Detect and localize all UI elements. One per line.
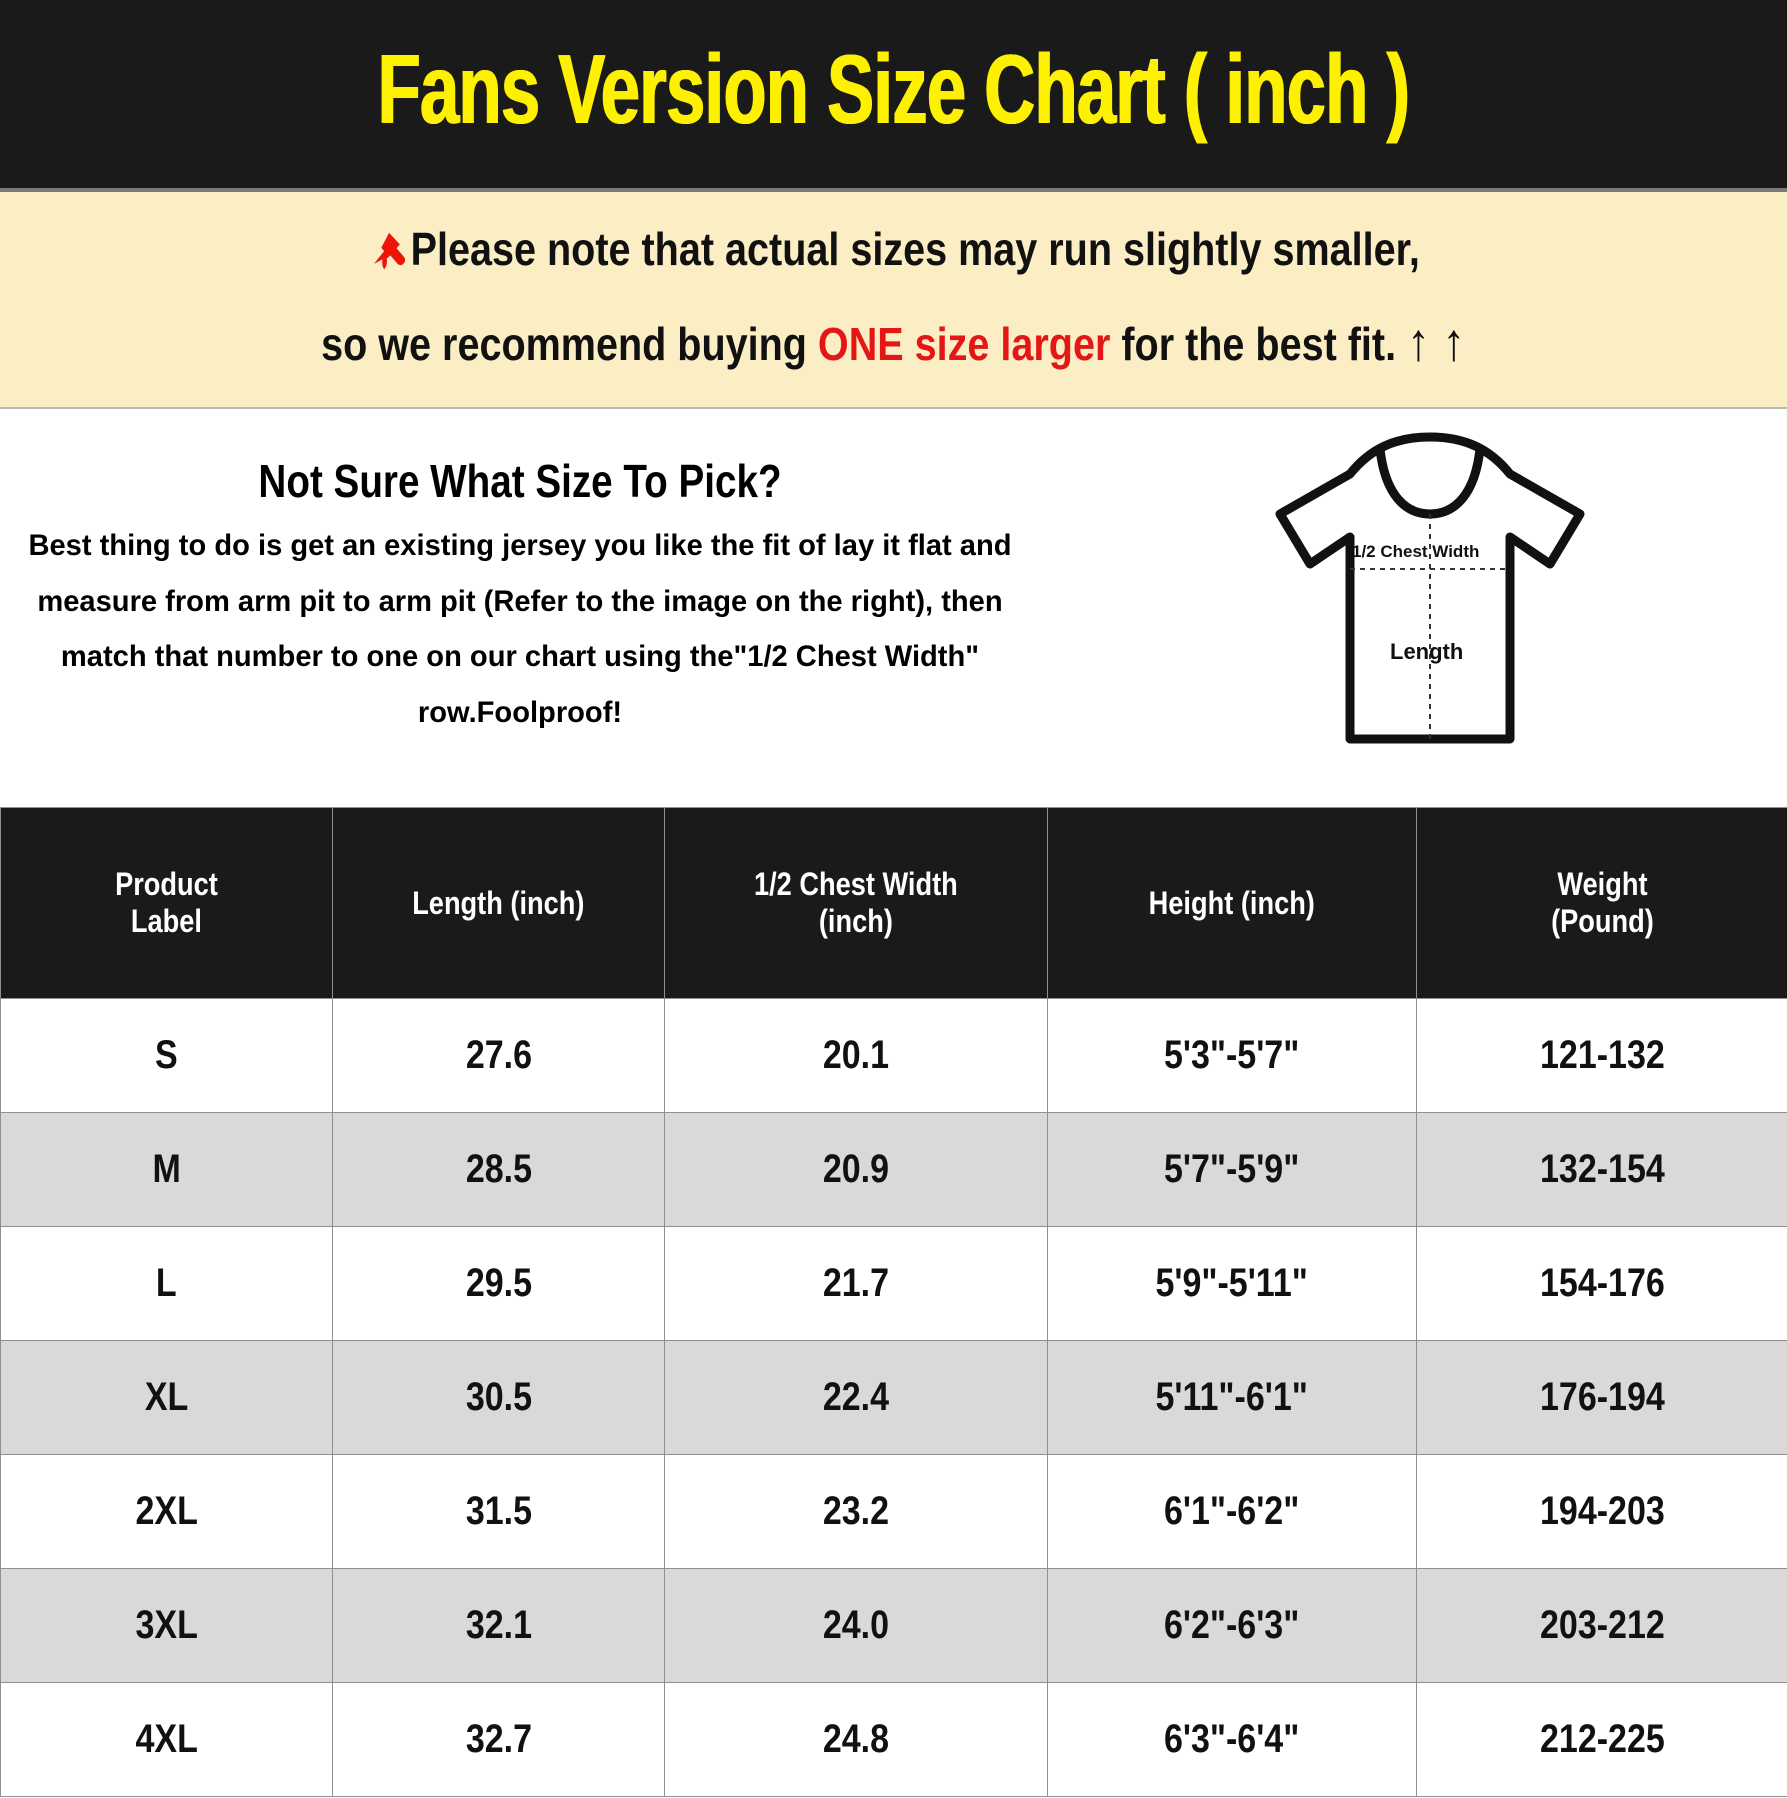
svg-text:1/2 Chest Width: 1/2 Chest Width bbox=[1352, 542, 1479, 561]
svg-text:Length: Length bbox=[1390, 639, 1463, 664]
